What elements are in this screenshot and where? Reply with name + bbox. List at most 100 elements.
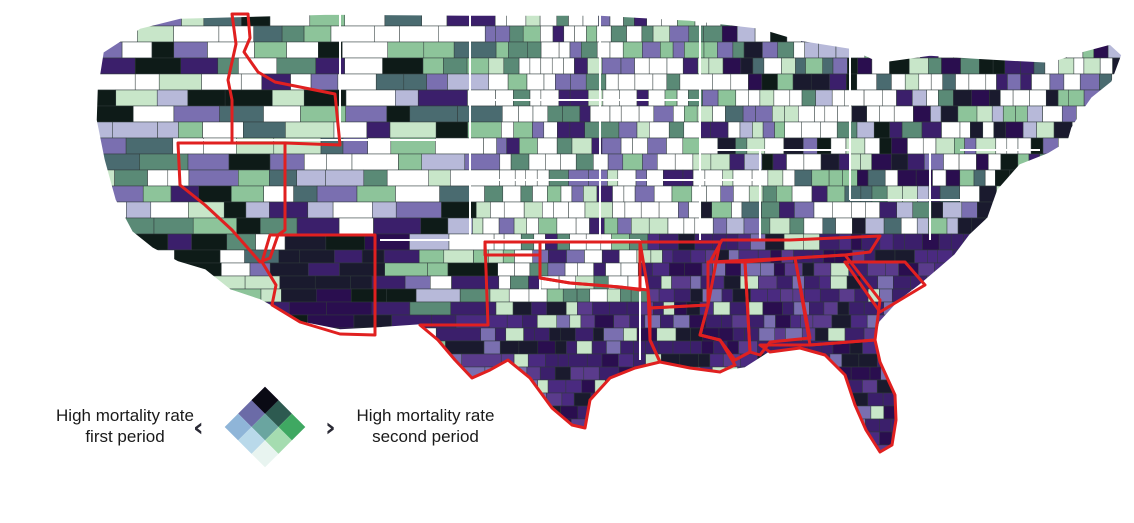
county-cell	[830, 275, 848, 290]
county-cell	[851, 201, 866, 219]
county-cell	[1112, 185, 1122, 203]
county-cell	[1085, 233, 1100, 251]
county-cell	[509, 25, 524, 43]
county-cell	[1117, 288, 1122, 303]
county-cell	[1068, 301, 1081, 316]
county-cell	[985, 73, 997, 91]
county-cell	[513, 89, 531, 107]
county-cell	[363, 169, 388, 187]
county-cell	[864, 137, 880, 155]
county-cell	[1073, 57, 1085, 75]
county-cell	[891, 153, 909, 171]
county-cell	[569, 41, 582, 59]
county-cell	[543, 73, 556, 91]
county-cell	[953, 41, 969, 59]
county-cell	[561, 392, 575, 407]
county-cell	[938, 366, 954, 381]
county-cell	[1073, 25, 1088, 43]
county-cell	[779, 201, 795, 219]
county-cell	[732, 169, 753, 187]
county-cell	[205, 301, 242, 316]
county-cell	[867, 169, 886, 187]
county-cell	[985, 353, 998, 368]
county-cell	[876, 73, 892, 91]
county-cell	[674, 431, 692, 446]
county-cell	[796, 14, 812, 27]
county-cell	[269, 262, 309, 277]
county-cell	[928, 57, 942, 75]
county-cell	[519, 431, 532, 446]
county-cell	[907, 153, 925, 171]
county-cell	[620, 57, 635, 75]
county-cell	[1105, 418, 1119, 433]
chevron-left-icon: ‹	[193, 413, 204, 443]
county-cell	[96, 57, 136, 75]
county-cell	[569, 89, 589, 107]
county-cell	[995, 137, 1008, 155]
county-cell	[798, 105, 815, 123]
county-cell	[760, 262, 775, 277]
county-cell	[523, 201, 543, 219]
county-cell	[623, 327, 638, 342]
county-cell	[656, 327, 677, 342]
county-cell	[1070, 137, 1087, 155]
county-cell	[684, 105, 698, 123]
county-cell	[1028, 327, 1040, 342]
county-cell	[563, 25, 575, 43]
county-cell	[730, 73, 749, 91]
county-cell	[612, 201, 626, 219]
county-cell	[535, 418, 555, 433]
county-cell	[784, 105, 799, 123]
county-cell	[303, 25, 332, 43]
county-cell	[118, 340, 161, 355]
county-cell	[702, 288, 723, 303]
county-cell	[723, 275, 741, 290]
county-cell	[395, 201, 442, 219]
county-cell	[894, 340, 911, 355]
county-cell	[263, 105, 301, 123]
county-cell	[869, 366, 882, 381]
county-cell	[1025, 431, 1042, 446]
county-cell	[495, 25, 511, 43]
county-cell	[126, 201, 152, 219]
county-cell	[703, 41, 718, 59]
county-cell	[1122, 276, 1134, 289]
county-cell	[856, 73, 877, 91]
county-cell	[586, 25, 598, 43]
county-cell	[726, 217, 745, 235]
county-cell	[1117, 418, 1122, 433]
county-cell	[503, 57, 520, 75]
county-cell	[943, 153, 960, 171]
county-cell	[796, 353, 817, 368]
county-cell	[199, 275, 246, 290]
county-cell	[709, 353, 724, 368]
county-cell	[340, 366, 386, 381]
county-cell	[116, 249, 142, 264]
county-cell	[1045, 89, 1059, 107]
county-cell	[236, 217, 261, 235]
county-cell	[458, 379, 502, 394]
county-cell	[1000, 327, 1012, 342]
county-cell	[1055, 340, 1075, 355]
county-cell	[321, 340, 370, 355]
county-cell	[981, 405, 993, 420]
county-cell	[539, 366, 556, 381]
county-cell	[640, 201, 660, 219]
county-cell	[117, 262, 151, 277]
county-cell	[641, 444, 661, 452]
county-cell	[710, 153, 731, 171]
county-cell	[1103, 137, 1122, 155]
county-cell	[160, 366, 198, 381]
county-cell	[438, 25, 471, 43]
county-cell	[149, 262, 176, 277]
county-cell	[447, 217, 473, 235]
county-cell	[285, 121, 335, 139]
county-cell	[936, 379, 949, 394]
county-cell	[773, 262, 786, 277]
county-cell	[167, 233, 192, 251]
county-cell	[569, 314, 582, 329]
county-cell	[806, 458, 826, 471]
county-cell	[883, 217, 902, 235]
county-cell	[640, 431, 661, 446]
